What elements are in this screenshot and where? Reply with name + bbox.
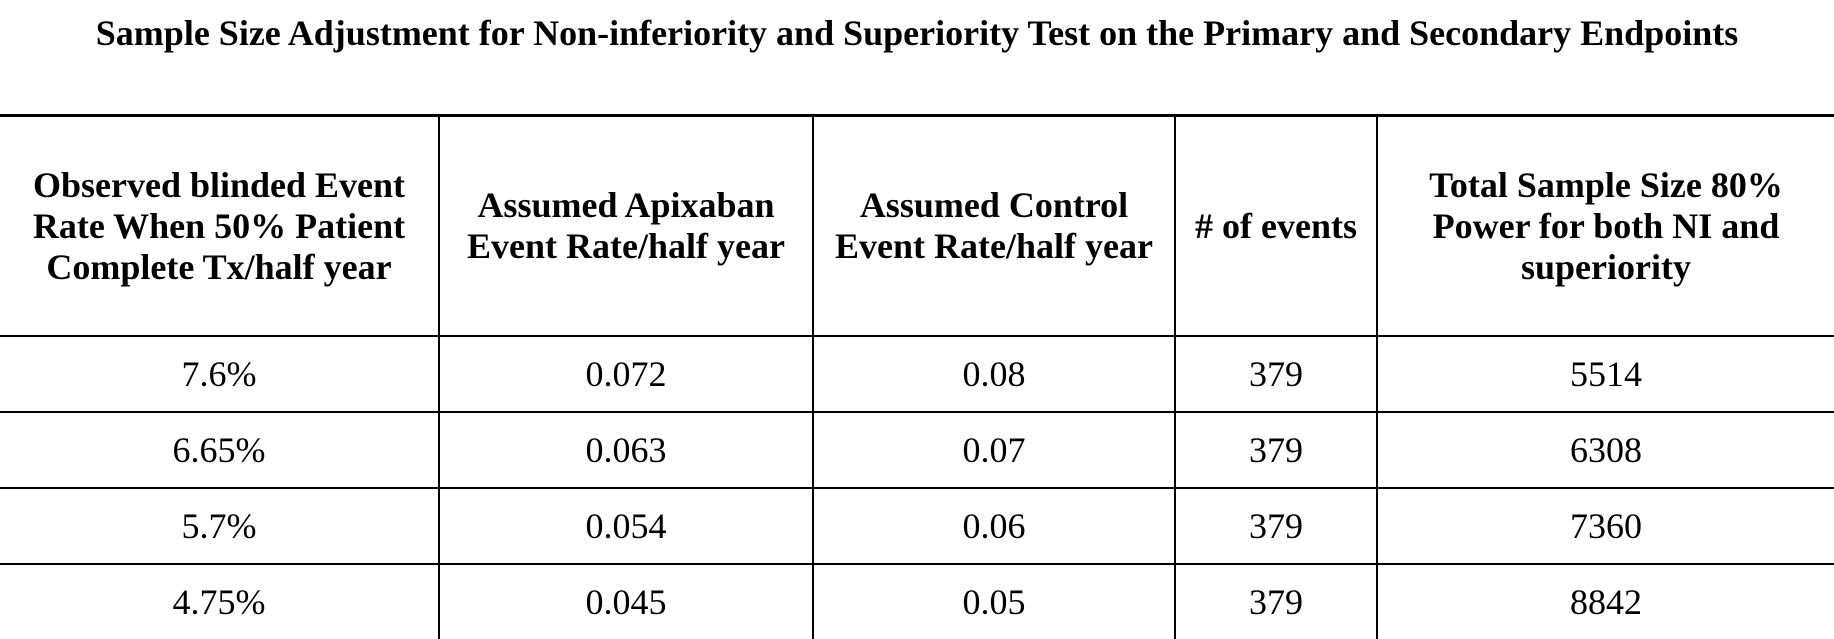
table-row: 6.65% 0.063 0.07 379 6308 — [0, 411, 1834, 489]
table-row: 5.7% 0.054 0.06 379 7360 — [0, 487, 1834, 565]
cell-total-sample-size: 5514 — [1376, 335, 1834, 413]
header-apixaban-event-rate: Assumed Apixaban Event Rate/half year — [438, 114, 814, 337]
table-row: 7.6% 0.072 0.08 379 5514 — [0, 335, 1834, 413]
header-number-of-events: # of events — [1174, 114, 1378, 337]
cell-control-event-rate: 0.05 — [812, 563, 1176, 639]
cell-number-of-events: 379 — [1174, 487, 1378, 565]
cell-total-sample-size: 6308 — [1376, 411, 1834, 489]
cell-apixaban-event-rate: 0.045 — [438, 563, 814, 639]
cell-total-sample-size: 8842 — [1376, 563, 1834, 639]
cell-number-of-events: 379 — [1174, 411, 1378, 489]
sample-size-table: Observed blinded Event Rate When 50% Pat… — [0, 114, 1834, 639]
cell-observed-event-rate: 6.65% — [0, 411, 440, 489]
header-row: Observed blinded Event Rate When 50% Pat… — [0, 114, 1834, 337]
header-observed-event-rate: Observed blinded Event Rate When 50% Pat… — [0, 114, 440, 337]
cell-apixaban-event-rate: 0.072 — [438, 335, 814, 413]
cell-apixaban-event-rate: 0.063 — [438, 411, 814, 489]
cell-number-of-events: 379 — [1174, 563, 1378, 639]
cell-control-event-rate: 0.07 — [812, 411, 1176, 489]
table-row: 4.75% 0.045 0.05 379 8842 — [0, 563, 1834, 639]
cell-total-sample-size: 7360 — [1376, 487, 1834, 565]
header-control-event-rate: Assumed Control Event Rate/half year — [812, 114, 1176, 337]
cell-apixaban-event-rate: 0.054 — [438, 487, 814, 565]
cell-number-of-events: 379 — [1174, 335, 1378, 413]
table-caption: Sample Size Adjustment for Non-inferiori… — [95, 13, 1739, 53]
cell-control-event-rate: 0.08 — [812, 335, 1176, 413]
header-total-sample-size: Total Sample Size 80% Power for both NI … — [1376, 114, 1834, 337]
cell-observed-event-rate: 7.6% — [0, 335, 440, 413]
cell-observed-event-rate: 4.75% — [0, 563, 440, 639]
cell-observed-event-rate: 5.7% — [0, 487, 440, 565]
cell-control-event-rate: 0.06 — [812, 487, 1176, 565]
